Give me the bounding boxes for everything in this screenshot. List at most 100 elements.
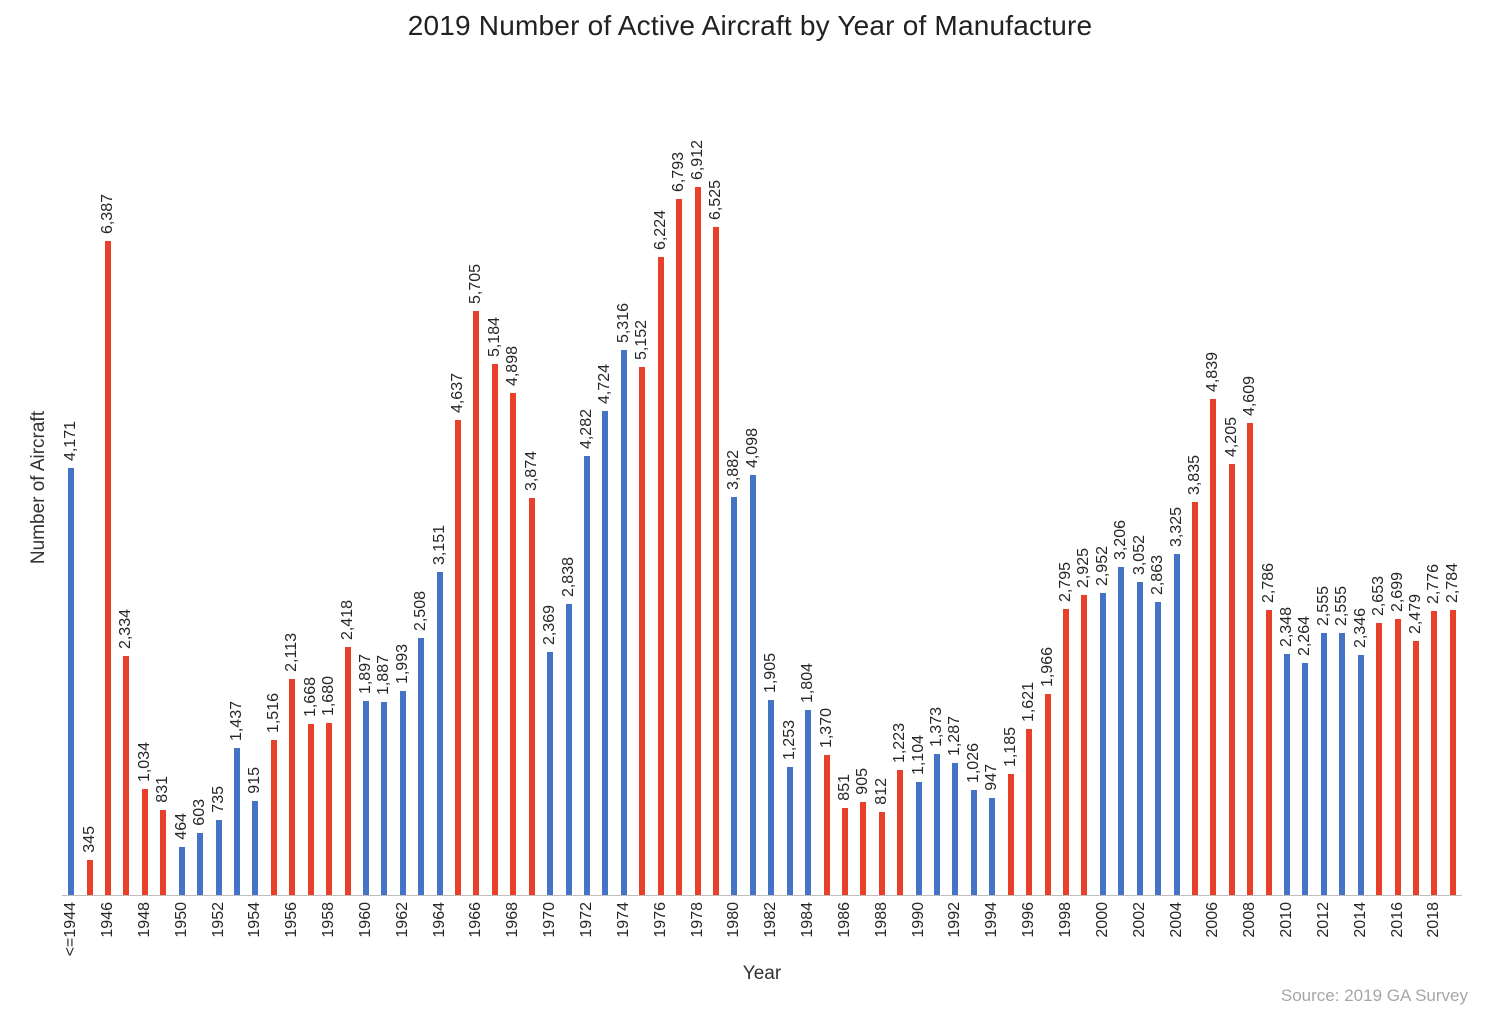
x-tick-label: 1964: [430, 902, 448, 938]
bar-1962: [399, 691, 406, 895]
bar-column: 1,370: [817, 178, 835, 895]
bar-column: 5,152: [633, 178, 651, 895]
bar-column: 2,795: [1057, 178, 1075, 895]
bar-column: 2,925: [1075, 178, 1093, 895]
bar-column: 464: [173, 178, 191, 895]
bar-1956: [289, 679, 296, 895]
bar-column: 6,525: [707, 178, 725, 895]
bar-column: 5,705: [467, 178, 485, 895]
bar-1952: [215, 820, 222, 895]
bar-1965: [455, 420, 462, 895]
bar-1975: [639, 367, 646, 895]
bar-1969: [528, 498, 535, 895]
bar-value-label: 2,925: [1075, 547, 1093, 588]
bar-value-label: 3,206: [1112, 519, 1130, 560]
bar-column: 2,555: [1315, 178, 1333, 895]
bar-1987: [860, 802, 867, 895]
x-tick-label: 1946: [99, 902, 117, 938]
bar-value-label: 345: [80, 826, 98, 853]
bar-value-label: 1,370: [817, 707, 835, 748]
bar-value-label: 6,793: [670, 151, 688, 192]
bar-2009: [1265, 610, 1272, 895]
bar-column: 2,418: [338, 178, 356, 895]
bar-column: 4,609: [1241, 178, 1259, 895]
x-tick-label: 1948: [135, 902, 153, 938]
y-axis-label: Number of Aircraft: [28, 411, 49, 565]
bar-value-label: 2,369: [541, 604, 559, 645]
bar-column: 4,205: [1223, 178, 1241, 895]
bar-2001: [1118, 567, 1125, 895]
bar-1954: [252, 801, 259, 895]
bar-column: 1,621: [1020, 178, 1038, 895]
bar-1960: [362, 701, 369, 895]
bar-1972: [584, 456, 591, 895]
bar-column: 947: [983, 178, 1001, 895]
bar-2014: [1357, 655, 1364, 895]
bar-column: 4,098: [744, 178, 762, 895]
bar-column: 1,373: [928, 178, 946, 895]
bar-column: 6,224: [652, 178, 670, 895]
bar-value-label: 1,680: [320, 675, 338, 716]
x-tick-label: 1988: [872, 902, 890, 938]
bar-1949: [160, 810, 167, 895]
bar-column: 3,325: [1167, 178, 1185, 895]
x-tick-label: 1968: [504, 902, 522, 938]
bar-value-label: 5,705: [467, 263, 485, 304]
bar-column: 2,346: [1352, 178, 1370, 895]
bar-value-label: 3,052: [1130, 534, 1148, 575]
bar-column: 2,479: [1407, 178, 1425, 895]
bar-1995: [1007, 774, 1014, 895]
x-tick-label: 1954: [246, 902, 264, 938]
bar-value-label: 1,185: [1001, 726, 1019, 767]
bar-value-label: 4,282: [578, 408, 596, 449]
bar-value-label: 4,171: [62, 420, 80, 461]
bar-value-label: 5,184: [485, 316, 503, 357]
x-tick-label: 2000: [1093, 902, 1111, 938]
bar-column: 1,804: [799, 178, 817, 895]
bar-1977: [676, 199, 683, 895]
bar-value-label: 812: [872, 778, 890, 805]
bar-2013: [1339, 633, 1346, 895]
bar-2018: [1431, 611, 1438, 895]
source-note: Source: 2019 GA Survey: [1280, 986, 1468, 1005]
bar-column: 735: [209, 178, 227, 895]
bar-column: 2,334: [117, 178, 135, 895]
bar-value-label: 2,863: [1149, 554, 1167, 595]
x-tick-label: 2014: [1351, 902, 1369, 938]
bar-1970: [547, 652, 554, 895]
x-tick-label: 2016: [1388, 902, 1406, 938]
bar-1999: [1081, 595, 1088, 895]
bar-1991: [934, 754, 941, 895]
bar-1974: [620, 350, 627, 895]
bar-1998: [1062, 609, 1069, 895]
bar-value-label: 4,839: [1204, 351, 1222, 392]
bar-1955: [270, 740, 277, 895]
bar-column: 4,839: [1204, 178, 1222, 895]
bar-2000: [1099, 593, 1106, 895]
x-tick-label: 1990: [909, 902, 927, 938]
bar-1951: [197, 833, 204, 895]
bar-value-label: 2,784: [1443, 562, 1461, 603]
bar-value-label: 3,325: [1167, 506, 1185, 547]
bar-value-label: 1,287: [946, 715, 964, 756]
bar-1966: [473, 311, 480, 895]
bar-column: 4,171: [62, 178, 80, 895]
x-tick-label: 2002: [1130, 902, 1148, 938]
bar-1984: [805, 710, 812, 895]
bar-value-label: 464: [172, 813, 190, 840]
bar-value-label: 947: [983, 764, 1001, 791]
bar-column: 1,253: [780, 178, 798, 895]
bar-value-label: 1,104: [909, 734, 927, 775]
bar-2005: [1191, 502, 1198, 895]
bar-value-label: 1,034: [135, 741, 153, 782]
bar-column: 2,784: [1444, 178, 1462, 895]
bar-value-label: 1,621: [1020, 681, 1038, 722]
bar-value-label: 2,699: [1388, 571, 1406, 612]
x-tick-label: 1992: [946, 902, 964, 938]
bar-column: 1,966: [1038, 178, 1056, 895]
bar-value-label: 6,525: [706, 179, 724, 220]
bar-value-label: 905: [854, 768, 872, 795]
bar-column: 2,838: [559, 178, 577, 895]
bar-2012: [1320, 633, 1327, 895]
bar-1950: [178, 847, 185, 895]
